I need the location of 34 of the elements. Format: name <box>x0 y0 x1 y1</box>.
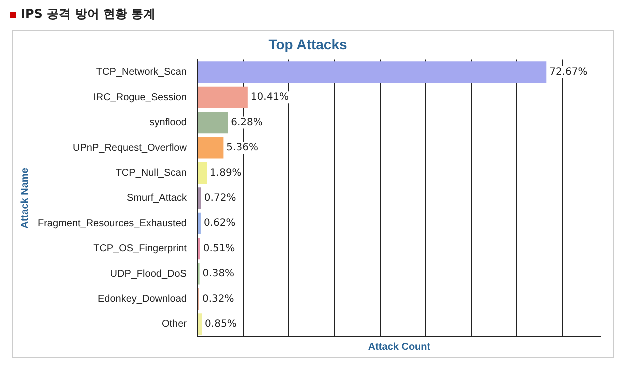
bar <box>198 188 202 210</box>
y-tick-label: synflood <box>150 118 187 129</box>
bar <box>198 112 228 134</box>
data-label: 72.67% <box>550 66 588 78</box>
data-label: 5.36% <box>226 142 258 154</box>
data-label: 0.32% <box>202 294 234 305</box>
text: IPS 공격 방어 현황 통계 <box>21 6 156 23</box>
y-tick-label: Smurf_Attack <box>126 193 188 204</box>
y-tick-label: Edonkey_Download <box>98 294 187 305</box>
bar <box>198 162 208 184</box>
y-tick-label: TCP_Network_Scan <box>96 67 187 78</box>
data-label: 0.85% <box>205 318 237 330</box>
bar <box>198 137 224 159</box>
bar <box>198 212 201 234</box>
y-axis-title: Attack Name <box>20 168 31 229</box>
bar <box>198 314 202 336</box>
y-tick-label: IRC_Rogue_Session <box>94 92 187 104</box>
data-label: 1.89% <box>210 168 242 179</box>
bar <box>198 86 248 108</box>
x-axis-title: Attack Count <box>368 342 432 353</box>
y-tick-label: TCP_OS_Fingerprint <box>94 244 188 255</box>
data-label: 0.51% <box>203 243 236 254</box>
data-label: 10.41% <box>250 92 290 104</box>
data-label: 0.72% <box>204 192 236 204</box>
y-tick-label: Fragment_Resources_Exhausted <box>38 218 187 230</box>
y-tick-label: TCP_Null_Scan <box>116 168 187 179</box>
y-tick-label: UDP_Flood_DoS <box>110 268 188 280</box>
y-tick-label: UPnP_Request_Overflow <box>73 142 188 154</box>
data-label: 0.62% <box>204 218 236 230</box>
data-label: 0.38% <box>202 268 235 280</box>
bar <box>198 62 547 84</box>
data-label: 6.28% <box>231 117 263 128</box>
y-tick-label: Other <box>162 319 188 330</box>
chart-subtitle: Top Attacks <box>268 36 348 52</box>
